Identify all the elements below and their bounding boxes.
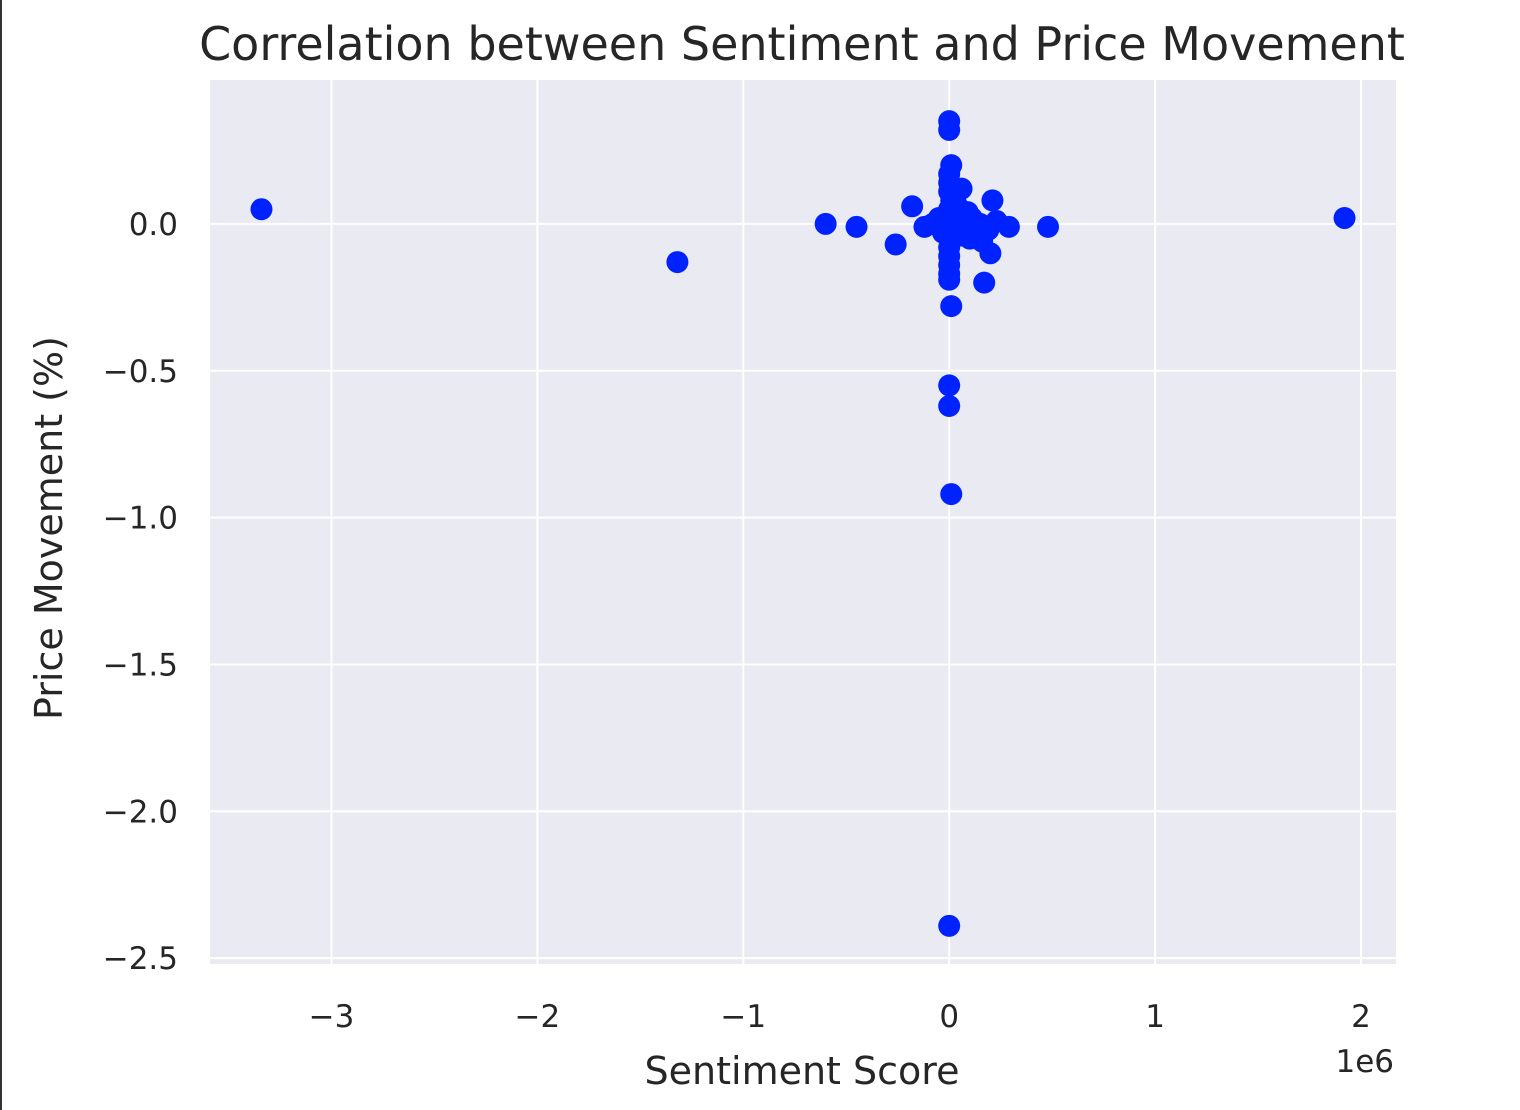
data-point bbox=[940, 483, 963, 506]
data-point bbox=[1037, 215, 1060, 238]
y-tick-label: −1.0 bbox=[103, 501, 178, 537]
data-point bbox=[979, 242, 1002, 265]
x-tick-label: 0 bbox=[939, 999, 959, 1035]
data-point bbox=[845, 215, 868, 238]
y-tick-label: −0.5 bbox=[103, 354, 178, 390]
x-tick-label: −2 bbox=[515, 999, 561, 1035]
x-tick-label: 2 bbox=[1351, 999, 1371, 1035]
data-point bbox=[938, 118, 961, 141]
data-points bbox=[250, 110, 1356, 937]
x-tick-label: 1 bbox=[1145, 999, 1165, 1035]
data-point bbox=[901, 195, 924, 218]
data-point bbox=[666, 251, 689, 274]
y-tick-label: −1.5 bbox=[103, 647, 178, 683]
data-point bbox=[973, 271, 996, 294]
data-point bbox=[250, 198, 273, 221]
grid-lines bbox=[210, 80, 1396, 964]
y-tick-label: −2.5 bbox=[103, 941, 178, 977]
data-point bbox=[814, 212, 837, 235]
data-point bbox=[938, 914, 961, 937]
data-point bbox=[940, 295, 963, 318]
data-point bbox=[950, 177, 973, 200]
tick-labels: −3 −2 −1 0 1 2 0.0 −0.5 −1.0 −1.5 −2.0 −2.5 bbox=[103, 207, 1371, 1035]
data-point bbox=[1333, 207, 1356, 230]
data-point bbox=[938, 394, 961, 417]
x-axis-label: Sentiment Score bbox=[645, 1049, 960, 1093]
plot-area bbox=[210, 80, 1396, 964]
data-point bbox=[997, 215, 1020, 238]
data-point bbox=[981, 189, 1004, 212]
data-point bbox=[938, 268, 961, 291]
x-tick-label: −3 bbox=[309, 999, 355, 1035]
y-axis-label: Price Movement (%) bbox=[27, 336, 71, 720]
data-point bbox=[884, 233, 907, 256]
data-point bbox=[938, 374, 961, 397]
x-tick-label: −1 bbox=[720, 999, 766, 1035]
chart-title: Correlation between Sentiment and Price … bbox=[199, 17, 1405, 71]
x-axis-offset-label: 1e6 bbox=[1335, 1044, 1394, 1080]
y-tick-label: 0.0 bbox=[129, 207, 178, 243]
y-tick-label: −2.0 bbox=[103, 794, 178, 830]
